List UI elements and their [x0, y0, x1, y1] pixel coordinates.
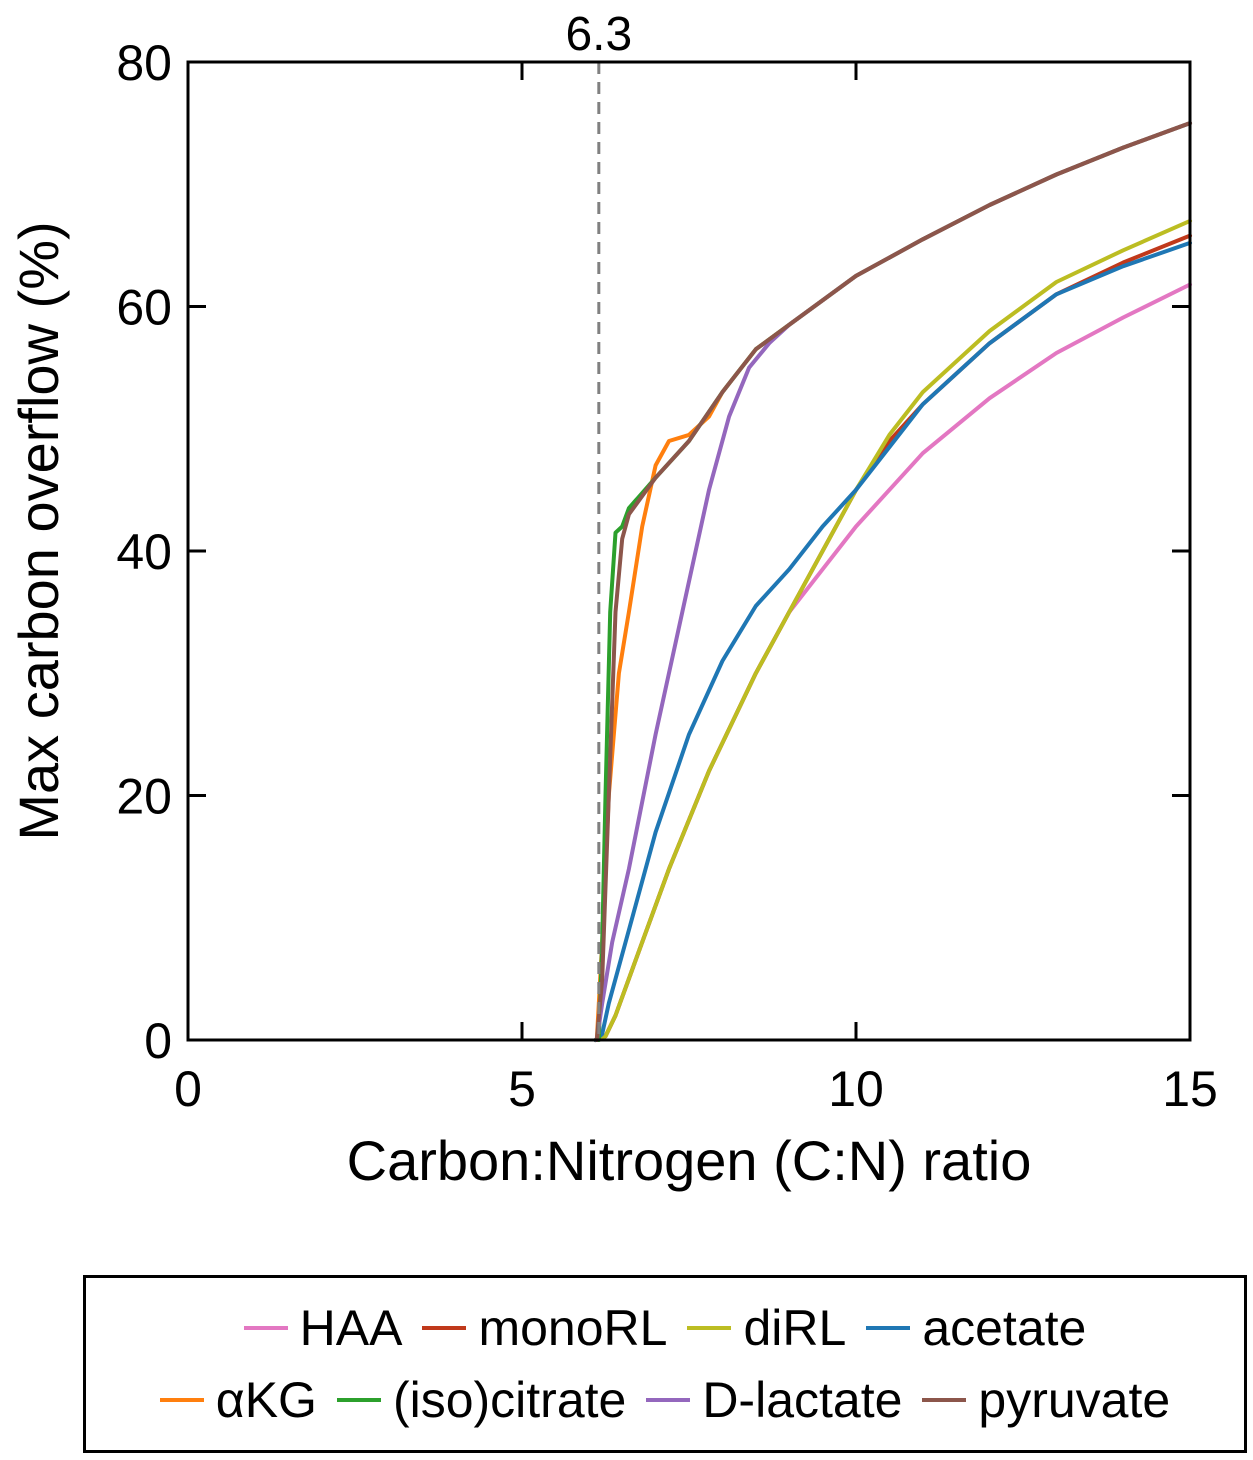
legend-item: (iso)citrate: [336, 1372, 627, 1428]
x-tick-label: 5: [508, 1061, 536, 1117]
x-axis-label: Carbon:Nitrogen (C:N) ratio: [347, 1129, 1032, 1192]
legend-swatch: [159, 1398, 204, 1402]
plot-lines: [593, 121, 1192, 1042]
legend-swatch: [866, 1326, 911, 1330]
legend-label: pyruvate: [978, 1372, 1171, 1428]
legend-item: monoRL: [422, 1303, 667, 1353]
legend-item: HAA: [243, 1300, 403, 1356]
reference-line-group: 6.3: [565, 8, 632, 1040]
series-line-0: [593, 282, 1192, 1042]
legend-row: αKG (iso)citrate D-lactate pyruvate: [150, 1364, 1180, 1436]
plot-frame: [186, 60, 1192, 1042]
legend-label: (iso)citrate: [392, 1372, 627, 1428]
series-line-7: [594, 121, 1192, 1042]
x-tick-label: 15: [1162, 1061, 1218, 1117]
x-axis-ticks: 0 5 10 15: [174, 62, 1218, 1117]
series-line-3: [593, 240, 1192, 1042]
legend-label: diRL: [743, 1300, 847, 1356]
legend-swatch: [336, 1398, 381, 1402]
legend-swatch: [922, 1398, 967, 1402]
legend-swatch: [422, 1326, 467, 1330]
y-tick-label: 80: [116, 35, 172, 91]
x-tick-label: 10: [828, 1061, 884, 1117]
y-tick-label: 0: [144, 1013, 172, 1069]
series-line-1: [593, 233, 1192, 1042]
y-axis-ticks: 0 20 40 60 80: [116, 35, 1190, 1069]
legend-label: monoRL: [478, 1300, 668, 1356]
y-tick-label: 60: [116, 280, 172, 336]
legend-swatch: [646, 1398, 691, 1402]
reference-line-label: 6.3: [565, 8, 632, 61]
legend-item: acetate: [866, 1303, 1086, 1353]
y-tick-label: 40: [116, 524, 172, 580]
legend-item: αKG: [159, 1372, 317, 1428]
legend-swatch: [243, 1326, 288, 1330]
y-tick-label: 20: [116, 769, 172, 825]
legend-item: pyruvate: [922, 1375, 1170, 1425]
legend-label: acetate: [922, 1300, 1087, 1356]
legend-label: HAA: [299, 1300, 403, 1356]
legend-label: αKG: [215, 1372, 317, 1428]
x-tick-label: 0: [174, 1061, 202, 1117]
legend-swatch: [687, 1326, 732, 1330]
chart: 6.3 0 5 10 15 0 20 40 60 80 Carbon:Nitrogen (C:…: [7, 8, 1218, 1192]
legend: HAA monoRL diRL acetate αKG (iso)citrate D-la…: [83, 1275, 1247, 1453]
legend-label: D-lactate: [702, 1372, 903, 1428]
legend-item: diRL: [687, 1303, 846, 1353]
y-axis-label: Max carbon overflow (%): [7, 221, 70, 840]
legend-item: D-lactate: [646, 1375, 902, 1425]
series-line-2: [593, 218, 1192, 1042]
legend-row: HAA monoRL diRL acetate: [234, 1292, 1097, 1364]
